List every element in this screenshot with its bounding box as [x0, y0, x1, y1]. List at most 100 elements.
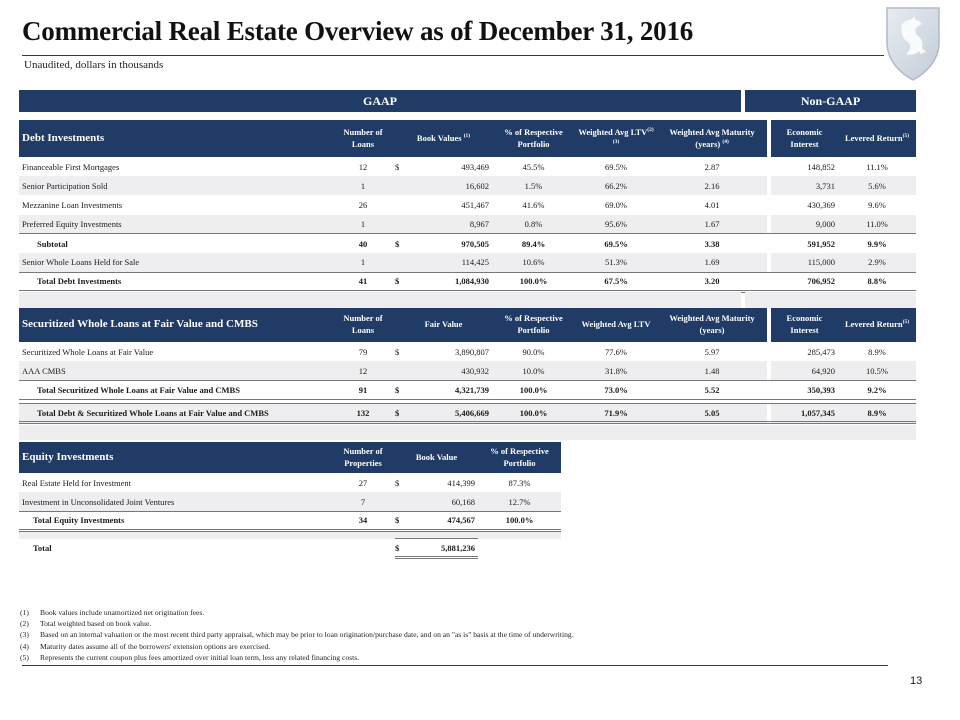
row-lev: 9.9%	[838, 233, 917, 253]
row-pct: 89.4%	[492, 233, 576, 253]
row-label: Preferred Equity Investments	[19, 214, 331, 234]
row-total-value: 5,881,236	[409, 538, 478, 560]
row-lev: 8.8%	[838, 271, 917, 293]
page-number: 13	[910, 675, 923, 687]
col-book-value: Book Value	[395, 442, 478, 473]
row-dollar: $	[395, 271, 409, 293]
row-lev: 10.5%	[838, 361, 916, 381]
row-lev: 11.1%	[866, 161, 888, 172]
row-num: 26	[358, 199, 368, 210]
row-num: 7	[331, 492, 395, 512]
row-dollar	[395, 492, 409, 512]
row-dollar: $	[395, 161, 400, 172]
row-label: Senior Participation Sold	[19, 176, 331, 196]
row-mat: 5.97	[704, 346, 720, 357]
row-book: 970,505	[409, 233, 493, 253]
table-row: Preferred Equity Investments 1 8,967 0.8% 95…	[19, 214, 917, 234]
row-lev: 8.9%	[868, 346, 886, 357]
subtotal-row: Subtotal 40 $970,505 89.4% 69.5% 3.38 591,952 9…	[19, 233, 917, 253]
row-pct: 45.5%	[522, 161, 545, 172]
row-pct: 41.6%	[522, 199, 545, 210]
row-ltv: 77.6%	[605, 346, 627, 357]
row-ltv: 66.2%	[575, 176, 658, 196]
row-econ: 1,057,345	[771, 403, 838, 425]
col-levered-return: Levered Return(5)	[838, 120, 917, 157]
col-number-of-loans: Number of Loans	[331, 120, 395, 157]
total-row: Total Debt Investments 41 $1,084,930 100.0%…	[19, 271, 917, 293]
spacer-row	[19, 530, 561, 539]
row-ltv: 69.0%	[605, 199, 627, 210]
row-lev: 2.9%	[838, 252, 917, 273]
row-dollar: $	[395, 346, 400, 357]
row-pct: 87.3%	[508, 477, 531, 488]
row-pct: 10.0%	[492, 361, 575, 381]
row-econ: 285,473	[807, 346, 835, 357]
row-econ: 706,952	[771, 271, 839, 293]
page-subtitle: Unaudited, dollars in thousands	[24, 59, 164, 71]
table-row: AAA CMBS 12 430,932 10.0% 31.8% 1.48 64,920 10.…	[19, 361, 916, 381]
footer-rule	[22, 665, 888, 666]
row-econ: 591,952	[771, 233, 839, 253]
row-book: 16,602	[409, 176, 493, 196]
row-label: Senior Whole Loans Held for Sale	[19, 252, 331, 273]
row-dollar	[395, 252, 409, 273]
non-gaap-band: Non-GAAP	[745, 90, 916, 112]
row-book: 474,567	[409, 510, 478, 533]
row-mat: 1.48	[657, 361, 767, 381]
row-book: 451,467	[461, 199, 490, 210]
total-row: Total Equity Investments 34 $474,567 100.0%	[19, 510, 561, 533]
footnote-item: (5) Represents the current coupon plus fe…	[20, 652, 360, 662]
table-row: Securitized Whole Loans at Fair Value 79 $…	[19, 342, 916, 362]
row-num: 1	[331, 176, 395, 196]
row-num: 40	[331, 233, 395, 253]
row-ltv: 95.6%	[575, 214, 658, 234]
row-pct: 12.7%	[478, 492, 561, 512]
col-number-of-properties: Number of Properties	[331, 442, 395, 473]
row-mat: 3.38	[657, 233, 768, 253]
row-ltv: 71.9%	[575, 403, 657, 425]
row-econ: 430,369	[807, 199, 836, 210]
footnotes: (1) Book values include unamortized net o…	[20, 607, 574, 663]
col-pct-portfolio: % of Respective Portfolio	[492, 120, 576, 157]
row-mat: 1.67	[657, 214, 768, 234]
row-lev: 11.0%	[838, 214, 917, 234]
spacer-band	[19, 425, 916, 440]
row-econ: 3,731	[771, 176, 839, 196]
row-mat: 2.87	[704, 161, 720, 172]
row-mat: 2.16	[657, 176, 768, 196]
row-ltv: 73.0%	[575, 379, 657, 400]
footnote-item: (3) Based on an internal valuation or the…	[20, 630, 574, 640]
row-pct: 1.5%	[492, 176, 576, 196]
grand-total-row: Total $5,881,236	[19, 538, 561, 560]
row-num: 41	[331, 271, 395, 293]
col-pct-portfolio: % of Respective Portfolio	[492, 308, 575, 342]
row-pct: 0.8%	[492, 214, 576, 234]
equity-investments-table: Equity Investments Number of Properties …	[19, 442, 561, 560]
row-num: 1	[331, 214, 395, 234]
header-gap	[767, 308, 771, 342]
row-num: 34	[331, 510, 395, 533]
table-row: Financeable First Mortgages 12 $493,469 45.…	[19, 157, 916, 177]
table-row: Senior Whole Loans Held for Sale 1 114,425…	[19, 252, 917, 273]
row-lev: 5.6%	[838, 176, 917, 196]
footnote-item: (1) Book values include unamortized net o…	[20, 608, 205, 617]
row-lev: 8.9%	[838, 403, 916, 425]
footnote-item: (2) Total weighted based on book value.	[20, 619, 152, 629]
spacer-row	[19, 399, 916, 405]
header-gap	[767, 120, 772, 157]
row-num: 79	[358, 346, 368, 357]
row-label: Subtotal	[19, 233, 331, 253]
row-dollar	[395, 176, 409, 196]
row-ltv: 51.3%	[575, 252, 658, 273]
row-label: Financeable First Mortgages	[22, 161, 120, 172]
securitized-table: Securitized Whole Loans at Fair Value an…	[19, 308, 916, 425]
row-book: 1,084,930	[409, 271, 493, 293]
table-row: Mezzanine Loan Investments 26 451,467 41.6%…	[19, 195, 916, 215]
row-book: 60,168	[409, 492, 478, 512]
table-row: Investment in Unconsolidated Joint Ventu…	[19, 492, 561, 512]
row-pct: 90.0%	[522, 346, 545, 357]
col-economic-interest: Economic Interest	[771, 120, 839, 157]
row-label: Total Securitized Whole Loans at Fair Va…	[19, 379, 331, 400]
row-label: Total Equity Investments	[19, 510, 331, 533]
row-book: 414,399	[447, 477, 475, 488]
